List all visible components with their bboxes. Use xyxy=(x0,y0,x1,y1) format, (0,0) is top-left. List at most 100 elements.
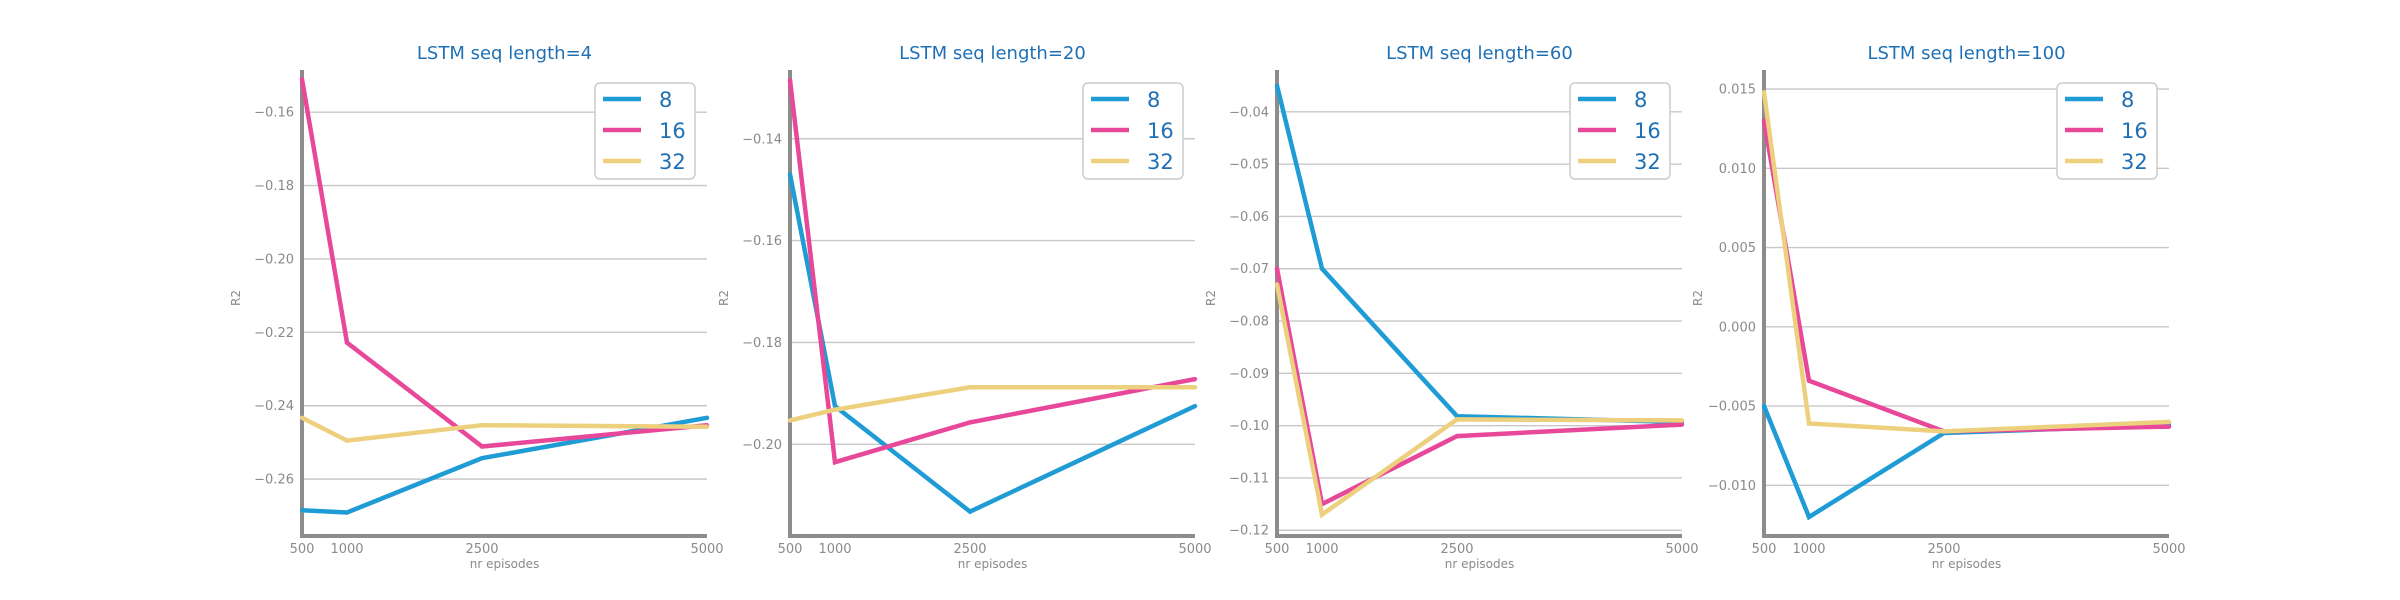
data-point xyxy=(1454,417,1460,422)
data-point xyxy=(1761,403,1767,409)
x-tick-label: 500 xyxy=(290,542,315,557)
chart-panel-3: −0.12 −0.11 −0.10 −0.09 −0.08 −0.07 −0.06 −0.05… xyxy=(1204,43,1699,571)
data-point xyxy=(1806,421,1812,426)
y-axis-label: R2 xyxy=(717,290,731,306)
y-tick-label: −0.10 xyxy=(1229,419,1269,434)
data-point xyxy=(344,510,350,515)
legend-label: 8 xyxy=(659,88,672,112)
data-point xyxy=(299,508,305,513)
series-line-16 xyxy=(1274,268,1683,508)
y-tick-label: 0.000 xyxy=(1719,320,1756,335)
legend: 8 16 32 xyxy=(1082,82,1184,180)
chart-title: LSTM seq length=60 xyxy=(1386,43,1573,64)
data-point xyxy=(832,407,838,412)
legend-label: 16 xyxy=(1634,119,1661,143)
data-point xyxy=(1319,266,1325,271)
data-point xyxy=(1192,376,1198,382)
y-axis-label: R2 xyxy=(1204,290,1218,306)
y-tick-label: 0.005 xyxy=(1719,241,1756,256)
legend: 8 16 32 xyxy=(2056,82,2158,180)
y-tick-label: −0.04 xyxy=(1229,105,1269,120)
chart-panel-1: −0.26 −0.24 −0.22 −0.20 −0.18 −0.16 500 1000 250… xyxy=(229,43,724,571)
legend-label: 32 xyxy=(2121,150,2148,174)
y-tick-label: −0.20 xyxy=(254,252,294,267)
series-line-16 xyxy=(299,78,708,449)
chart-panel-4: −0.010 −0.005 0.000 0.005 0.010 0.015 500 1000 2… xyxy=(1691,43,2186,571)
x-tick-label: 2500 xyxy=(1440,542,1473,557)
y-tick-label: −0.12 xyxy=(1229,524,1269,539)
y-tick-label: −0.06 xyxy=(1229,210,1269,225)
legend-label: 32 xyxy=(1147,150,1174,174)
data-point xyxy=(2166,424,2172,429)
data-point xyxy=(704,415,710,421)
x-axis-label: nr episodes xyxy=(1445,557,1515,571)
y-tick-label: −0.005 xyxy=(1708,400,1756,415)
data-point xyxy=(787,77,793,83)
chart-title: LSTM seq length=20 xyxy=(899,43,1086,64)
data-point xyxy=(1454,433,1460,439)
data-point xyxy=(479,422,485,428)
y-tick-label: −0.20 xyxy=(742,438,782,453)
y-axis-label: R2 xyxy=(1691,290,1705,306)
legend-box xyxy=(2056,82,2158,180)
y-tick-label: −0.09 xyxy=(1229,367,1269,382)
data-point xyxy=(787,418,793,423)
x-tick-label: 500 xyxy=(778,542,803,557)
x-tick-label: 5000 xyxy=(690,542,723,557)
x-tick-label: 5000 xyxy=(1665,542,1698,557)
data-point xyxy=(1319,512,1325,517)
y-tick-label: −0.18 xyxy=(742,336,782,351)
x-axis-label: nr episodes xyxy=(470,557,540,571)
x-tick-label: 2500 xyxy=(1927,542,1960,557)
data-point xyxy=(2166,419,2172,425)
legend-label: 16 xyxy=(1147,119,1174,143)
y-tick-label: −0.18 xyxy=(254,179,294,194)
data-point xyxy=(299,415,305,421)
y-tick-label: −0.05 xyxy=(1229,158,1269,173)
series-line-16 xyxy=(787,79,1196,466)
y-tick-label: 0.010 xyxy=(1719,162,1756,177)
x-axis-label: nr episodes xyxy=(958,557,1028,571)
y-tick-label: −0.16 xyxy=(254,106,294,121)
series-line-32 xyxy=(300,415,708,443)
y-tick-label: −0.11 xyxy=(1229,471,1269,486)
x-tick-label: 1000 xyxy=(1305,542,1338,557)
data-point xyxy=(299,76,305,82)
y-tick-label: −0.07 xyxy=(1229,262,1269,277)
y-axis-label: R2 xyxy=(229,290,243,306)
chart-panel-2: −0.20 −0.18 −0.16 −0.14 500 1000 2500 5000 nr ep… xyxy=(717,43,1212,571)
legend-label: 8 xyxy=(1634,88,1647,112)
x-tick-label: 1000 xyxy=(1792,542,1825,557)
data-point xyxy=(1679,422,1685,427)
series-line-32 xyxy=(1274,283,1683,519)
y-tick-label: −0.24 xyxy=(254,399,294,414)
data-point xyxy=(1761,118,1767,123)
chart-title: LSTM seq length=4 xyxy=(417,43,592,64)
y-tick-label: −0.14 xyxy=(742,132,782,147)
y-tick-label: 0.015 xyxy=(1719,83,1756,98)
x-axis-label: nr episodes xyxy=(1932,557,2002,571)
legend-label: 8 xyxy=(2121,88,2134,112)
data-point xyxy=(1941,429,1947,434)
series-line-32 xyxy=(789,385,1195,423)
x-tick-label: 1000 xyxy=(818,542,851,557)
legend: 8 16 32 xyxy=(1569,82,1671,180)
x-tick-label: 500 xyxy=(1265,542,1290,557)
data-point xyxy=(832,403,838,409)
data-point xyxy=(1806,378,1812,383)
data-point xyxy=(344,438,350,443)
legend-box xyxy=(1569,82,1671,180)
data-point xyxy=(967,385,973,390)
y-tick-label: −0.22 xyxy=(254,326,294,341)
legend-box xyxy=(1082,82,1184,180)
data-point xyxy=(1274,282,1280,287)
data-point xyxy=(1192,385,1198,390)
legend-box xyxy=(594,82,696,180)
data-point xyxy=(1761,89,1767,95)
data-point xyxy=(967,420,973,425)
data-point xyxy=(1192,403,1198,409)
data-point xyxy=(479,456,485,461)
legend-label: 32 xyxy=(659,150,686,174)
data-point xyxy=(479,444,485,449)
